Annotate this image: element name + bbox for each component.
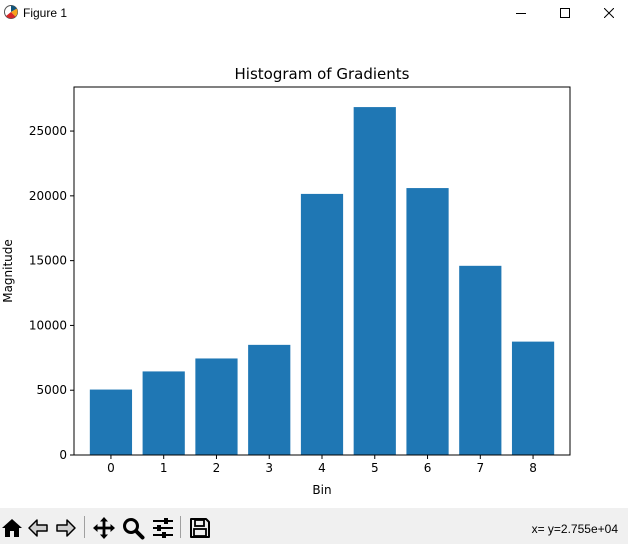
bar-8	[511, 341, 555, 455]
bar-chart: 0 1 2 3 4 5 6 7 8 0 5000 10000 15000 20000 25000 Histog…	[1, 65, 571, 497]
x-tick-label-2: 2	[213, 461, 221, 475]
y-tick-label-20000: 20000	[29, 189, 67, 203]
bar-5	[353, 107, 396, 456]
bar-2	[195, 358, 238, 455]
maximize-icon	[560, 8, 570, 18]
x-axis-label: Bin	[312, 483, 331, 497]
pan-icon[interactable]	[92, 516, 116, 540]
toolbar-separator	[84, 516, 85, 538]
close-button[interactable]	[586, 0, 628, 26]
x-tick-label-3: 3	[265, 461, 273, 475]
chart-title: Histogram of Gradients	[235, 65, 410, 83]
zoom-icon[interactable]	[121, 516, 145, 540]
window-title: Figure 1	[23, 6, 68, 20]
save-icon[interactable]	[188, 516, 212, 540]
matplotlib-app-icon	[4, 5, 18, 19]
toolbar-separator	[180, 516, 181, 538]
x-tick-label-4: 4	[318, 461, 326, 475]
y-axis-label: Magnitude	[1, 239, 15, 303]
bar-4	[300, 193, 344, 455]
cursor-coordinates: x= y=2.755e+04	[531, 522, 618, 536]
y-tick-label-5000: 5000	[36, 383, 67, 397]
x-tick-label-7: 7	[476, 461, 484, 475]
bar-3	[248, 344, 291, 455]
minimize-icon	[516, 13, 526, 14]
x-tick-label-6: 6	[424, 461, 432, 475]
x-tick-label-0: 0	[107, 461, 115, 475]
maximize-button[interactable]	[542, 0, 588, 26]
navigation-toolbar: x= y=2.755e+04	[0, 508, 628, 544]
y-tick-label-0: 0	[59, 448, 67, 462]
x-tick-label-5: 5	[371, 461, 379, 475]
minimize-button[interactable]	[498, 0, 544, 26]
bar-7	[459, 265, 502, 455]
bar-1	[142, 371, 185, 455]
close-icon	[604, 8, 614, 18]
configure-subplots-icon[interactable]	[151, 516, 175, 540]
bar-6	[406, 188, 449, 455]
y-tick-label-15000: 15000	[29, 254, 67, 268]
y-tick-label-10000: 10000	[29, 318, 67, 332]
home-icon[interactable]	[0, 516, 24, 540]
figure-canvas[interactable]: 0 1 2 3 4 5 6 7 8 0 5000 10000 15000 20000 25000 Histog…	[0, 26, 628, 508]
x-tick-label-8: 8	[529, 461, 537, 475]
bar-0	[89, 389, 133, 455]
x-tick-label-1: 1	[160, 461, 168, 475]
back-arrow-icon[interactable]	[26, 516, 50, 540]
forward-arrow-icon[interactable]	[54, 516, 78, 540]
y-tick-label-25000: 25000	[29, 124, 67, 138]
title-bar: Figure 1	[0, 0, 628, 26]
